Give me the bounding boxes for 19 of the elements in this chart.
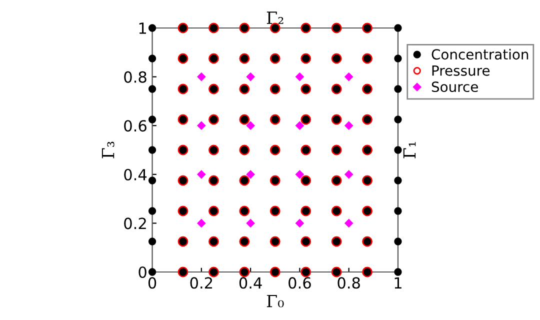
y2-axis-title: Γ₁ (403, 142, 416, 158)
x-tick-label: 0.6 (288, 277, 311, 289)
y-tick-label: 0.6 (124, 120, 146, 132)
x-tick-label: 0.8 (338, 277, 360, 289)
x-tick-label: 0.2 (190, 277, 212, 289)
y-tick-label: 1 (139, 22, 146, 34)
y-tick-label: 0.4 (124, 168, 147, 180)
x-tick-label: 1 (394, 277, 402, 288)
legend-label: Pressure (432, 66, 490, 76)
chart-title: Γ₂ (266, 12, 284, 24)
x-tick-label: 0 (148, 277, 156, 289)
y-tick-label: 0.2 (124, 218, 146, 230)
x-axis-title: Γ₀ (266, 294, 284, 308)
y-axis-title: Γ₃ (102, 142, 114, 158)
y-tick-label: 0 (138, 266, 146, 278)
x-tick-label: 0.4 (239, 277, 262, 289)
y-tick-label: 0.8 (124, 71, 146, 83)
legend-label: Concentration (432, 48, 528, 60)
legend-label: Source (432, 82, 478, 92)
